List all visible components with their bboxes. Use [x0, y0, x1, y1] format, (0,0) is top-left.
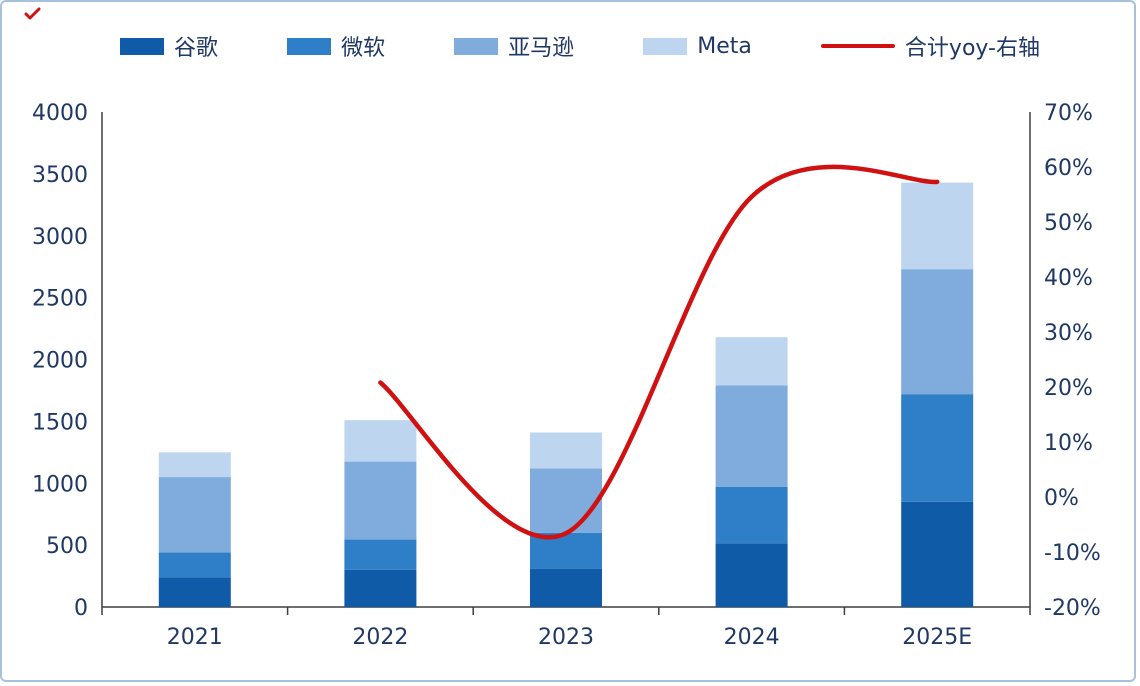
right-axis-label: 20%: [1044, 376, 1093, 401]
left-axis-label: 2500: [32, 287, 88, 312]
left-axis-label: 3500: [32, 163, 88, 188]
bar-segment: [530, 468, 602, 533]
chart-legend: 谷歌 微软 亚马逊 Meta 合计yoy-右轴: [120, 30, 1040, 62]
left-axis-label: 2000: [32, 349, 88, 374]
right-axis-label: 70%: [1044, 101, 1093, 126]
right-axis-label: 50%: [1044, 211, 1093, 236]
legend-item: 谷歌: [120, 30, 218, 62]
legend-item: Meta: [643, 34, 752, 59]
x-axis-label: 2021: [167, 625, 223, 650]
bar-segment: [344, 569, 417, 607]
right-axis-label: 30%: [1044, 321, 1093, 346]
bar-segment: [530, 432, 602, 469]
bar-segment: [158, 577, 231, 607]
x-axis-label: 2023: [538, 625, 594, 650]
bar-segment: [715, 337, 788, 386]
left-axis-label: 500: [46, 534, 88, 559]
legend-swatch-icon: [643, 37, 688, 55]
right-axis-label: -20%: [1044, 596, 1101, 621]
legend-label: 合计yoy-右轴: [904, 36, 1040, 61]
bar-segment: [901, 269, 974, 395]
yoy-line: [378, 164, 940, 540]
bar-segment: [158, 477, 231, 553]
bar-segment: [344, 461, 417, 540]
legend-label: 谷歌: [174, 36, 219, 61]
legend-label: 亚马逊: [508, 36, 575, 61]
bar-segment: [715, 385, 788, 487]
left-axis-label: 4000: [32, 101, 88, 126]
legend-line-swatch-icon: [820, 44, 895, 48]
legend-swatch-icon: [120, 37, 164, 55]
bar-segment: [715, 543, 788, 607]
right-axis-label: 40%: [1044, 266, 1093, 291]
x-axis-label: 2024: [724, 625, 780, 650]
legend-swatch-icon: [454, 37, 499, 55]
left-axis-label: 1500: [32, 410, 88, 435]
right-axis-label: -10%: [1044, 541, 1101, 566]
bar-segment: [158, 552, 231, 578]
left-axis-label: 1000: [32, 472, 88, 497]
legend-label: 微软: [341, 36, 386, 61]
bar-segment: [901, 394, 974, 502]
x-axis-label: 2025E: [902, 625, 972, 650]
bar-segment: [530, 568, 602, 607]
legend-item-line: 合计yoy-右轴: [820, 30, 1040, 62]
bar-segment: [901, 182, 974, 270]
bar-segment: [901, 501, 974, 607]
bar-segment: [158, 452, 231, 478]
legend-swatch-icon: [287, 37, 332, 55]
right-axis-label: 60%: [1044, 156, 1093, 181]
bar-segment: [344, 420, 417, 462]
legend-label: Meta: [697, 33, 752, 59]
corner-mark-icon: [24, 6, 42, 20]
right-axis-label: 0%: [1044, 486, 1079, 511]
bar-segment: [344, 539, 417, 570]
legend-item: 微软: [287, 30, 385, 62]
legend-item: 亚马逊: [454, 30, 574, 62]
right-axis-label: 10%: [1044, 431, 1093, 456]
x-axis-label: 2022: [352, 625, 408, 650]
left-axis-label: 3000: [32, 225, 88, 250]
bar-segment: [715, 486, 788, 544]
left-axis-label: 0: [74, 596, 88, 621]
